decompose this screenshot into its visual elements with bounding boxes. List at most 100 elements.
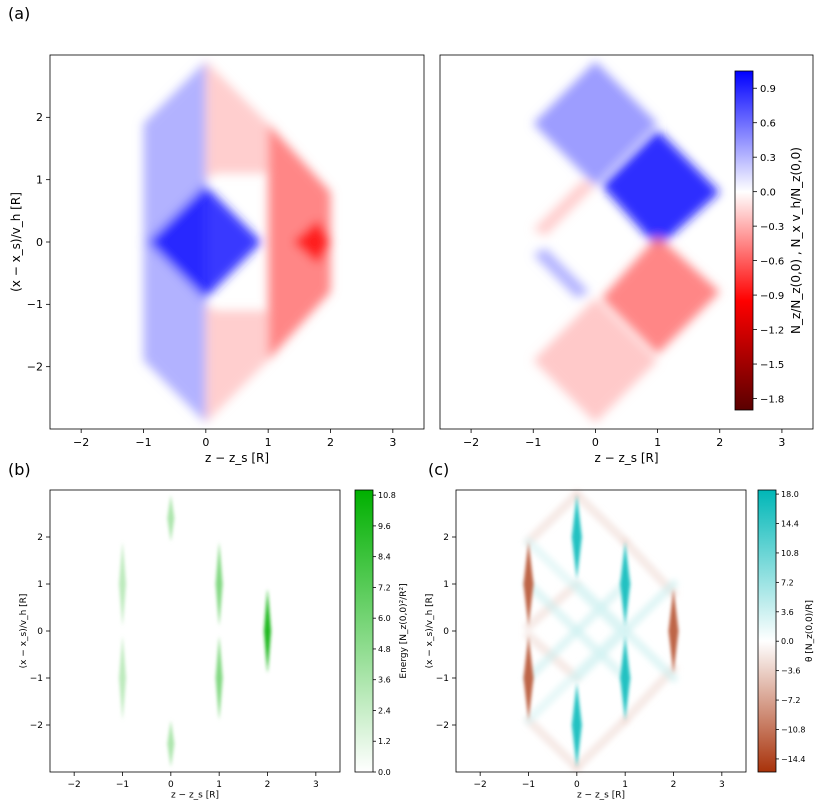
a-colorbar-tick-label: −1.2	[760, 326, 784, 337]
b-colorbar-tick-label: 6.0	[378, 614, 391, 623]
c-diagonal-band	[524, 490, 582, 547]
panel-label-c: (c)	[428, 460, 450, 479]
c-diagonal-band	[524, 621, 630, 725]
a-left-xtick-label: −1	[135, 436, 151, 449]
a-right-region	[601, 129, 720, 249]
a-right-field	[533, 61, 720, 423]
b-xtick-label: 0	[168, 780, 174, 790]
b-colorbar-tick-label: 7.2	[378, 583, 391, 592]
a-left-region	[149, 185, 262, 299]
a-left-ytick-label: 1	[36, 174, 43, 187]
c-diagonal-band	[572, 490, 630, 547]
b-spike	[264, 588, 271, 674]
a-colorbar-bar	[734, 70, 754, 411]
b-colorbar-tick-label: 1.2	[378, 737, 391, 746]
c-colorbar-tick-label: 7.2	[781, 578, 794, 587]
c-ylabel: (x − x_s)/v_h [R]	[425, 594, 435, 669]
b-colorbar-tick-label: 4.8	[378, 645, 391, 654]
c-xtick-label: −1	[522, 780, 535, 790]
b-field	[119, 494, 271, 768]
c-ytick-label: −2	[436, 721, 449, 731]
a-colorbar-label: N_z/N_z(0,0) , N_x v_h/N_z(0,0)	[789, 147, 803, 334]
b-colorbar-bar	[354, 489, 374, 773]
a-colorbar: 0.9 0.6 0.3 0.0 −0.3 −0.6 −0.9 −1.2 −1.5 −1.8 N_z/…	[734, 70, 803, 411]
a-right-region	[533, 248, 590, 299]
c-diagonal-band	[620, 537, 678, 598]
a-right-xtick-label: 3	[778, 436, 785, 449]
c-diagonal-band	[524, 537, 630, 641]
c-axes: −2 −1 0 1 2 3 −2 −1 0 1 2 z − z_s [R] (x − x_s)/v_h …	[425, 489, 747, 801]
b-axes: −2 −1 0 1 2 3 −2 −1 0 1 2 z − z_s [R] (x − x_s)/v_h …	[19, 489, 341, 801]
c-background	[456, 490, 746, 772]
c-spike	[668, 588, 679, 674]
a-right-xtick-label: −2	[463, 436, 479, 449]
panel-label-b: (b)	[8, 460, 31, 479]
b-spike	[119, 541, 126, 627]
a-left-field	[143, 61, 331, 423]
a-right-xtick-label: 0	[592, 436, 599, 449]
c-xtick-label: 3	[719, 780, 725, 790]
c-xtick-label: 1	[622, 780, 628, 790]
c-colorbar-tick-label: 3.6	[781, 608, 794, 617]
a-right-xtick-label: 1	[654, 436, 661, 449]
b-ytick-label: 0	[37, 627, 43, 637]
a-left-region	[205, 61, 269, 180]
a-colorbar-tick-label: 0.9	[760, 84, 776, 95]
b-spike	[167, 720, 175, 768]
c-xlabel: z − z_s [R]	[577, 791, 625, 801]
a-left-region	[143, 235, 206, 423]
b-ytick-label: −1	[30, 674, 43, 684]
b-spike	[215, 541, 223, 627]
b-ylabel: (x − x_s)/v_h [R]	[19, 594, 29, 669]
c-colorbar-tick-label: 10.8	[781, 549, 799, 558]
a-right-axes: −2 −1 0 1 2 3 z − z_s [R]	[439, 54, 814, 465]
a-left-xtick-label: −2	[73, 436, 89, 449]
a-left-ylabel: (x − x_s)/v_h [R]	[9, 192, 23, 292]
c-colorbar-tick-label: −14.4	[781, 755, 806, 764]
c-ytick-label: 0	[443, 627, 449, 637]
b-spike	[119, 635, 126, 721]
c-ytick-label: −1	[436, 674, 449, 684]
c-colorbar-tick-label: 14.4	[781, 520, 799, 529]
a-right-region	[533, 179, 596, 236]
b-ytick-label: −2	[30, 721, 43, 731]
c-xtick-label: −2	[474, 780, 487, 790]
b-colorbar-tick-label: 2.4	[378, 706, 391, 715]
b-xlabel: z − z_s [R]	[171, 791, 219, 801]
c-colorbar: 18.0 14.4 10.8 7.2 3.6 0.0 −3.6 −7.2 −10.8 −14.4 θ…	[757, 489, 815, 773]
a-right-xtick-label: −1	[525, 436, 541, 449]
c-xtick-label: 2	[671, 780, 677, 790]
b-spike	[167, 494, 175, 542]
a-left-xtick-label: 2	[327, 436, 334, 449]
b-colorbar-tick-label: 3.6	[378, 676, 391, 685]
c-diagonal-band	[620, 664, 678, 725]
a-colorbar-tick-label: −1.8	[760, 395, 784, 406]
c-spike	[571, 682, 582, 768]
a-left-xlabel: z − z_s [R]	[205, 451, 269, 465]
b-xtick-label: −2	[68, 780, 81, 790]
b-colorbar-tick-label: 8.4	[378, 553, 391, 562]
b-ytick-label: 1	[37, 580, 43, 590]
a-left-axes: −2 −1 0 1 2 3 −2 −1 0 1 2 z − z_s [R] (x − x_s)/v_h …	[9, 54, 425, 465]
a-left-xtick-label: 3	[389, 436, 396, 449]
c-colorbar-tick-label: −7.2	[781, 696, 800, 705]
a-colorbar-tick-label: 0.6	[760, 119, 776, 130]
c-diagonal-band	[524, 715, 582, 772]
a-left-ytick-label: 2	[36, 111, 43, 124]
c-colorbar-tick-label: −10.8	[781, 725, 806, 734]
a-left-ytick-label: −2	[27, 361, 43, 374]
a-colorbar-tick-label: −0.9	[760, 291, 784, 302]
a-right-xlabel: z − z_s [R]	[594, 451, 658, 465]
c-spike	[571, 494, 582, 580]
a-left-region	[143, 61, 206, 249]
c-diagonal-band	[524, 579, 630, 683]
c-colorbar-tick-label: 0.0	[781, 637, 794, 646]
a-left-xtick-label: 0	[202, 436, 209, 449]
c-spike	[523, 541, 534, 627]
c-ytick-label: 1	[443, 580, 449, 590]
b-colorbar: 10.8 9.6 8.4 7.2 6.0 4.8 3.6 2.4 1.2 0.0 Energy [N…	[354, 489, 409, 777]
a-right-frame	[439, 54, 814, 430]
a-colorbar-tick-label: 0.0	[760, 188, 776, 199]
b-xtick-label: 3	[313, 780, 319, 790]
b-colorbar-label: Energy [N_z(0,0)²/R²]	[399, 583, 409, 678]
